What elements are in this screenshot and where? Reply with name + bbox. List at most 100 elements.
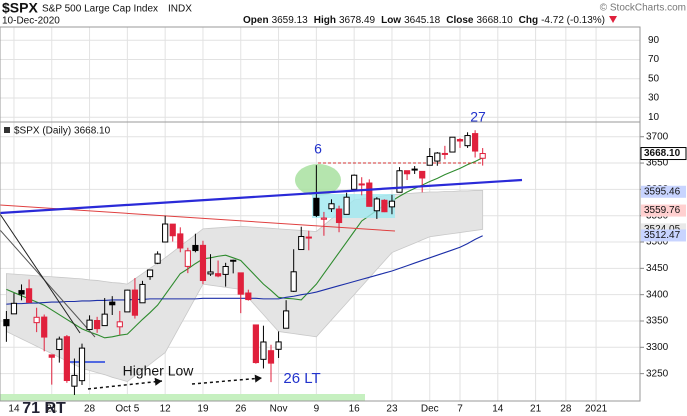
price-label-box [641, 185, 686, 198]
quote-label: Chg [519, 15, 538, 26]
arrow-head [254, 374, 262, 383]
candle-body [472, 133, 479, 152]
candle-body [396, 170, 403, 193]
annotation: 71 RT [22, 400, 66, 416]
index-name: S&P 500 Large Cap Index [42, 4, 158, 15]
y-tick-label: 3450 [646, 263, 669, 274]
candle-body [169, 223, 176, 237]
candle-body [283, 310, 290, 329]
moving-average [6, 157, 483, 339]
price-label: 3595.46 [644, 186, 681, 197]
candle-body [388, 200, 396, 208]
price-label-box [641, 204, 686, 217]
candle-body [222, 266, 229, 275]
candle-body [207, 271, 214, 275]
y-tick-label: 3500 [646, 237, 669, 248]
candle-body [56, 338, 63, 351]
candle-body [426, 156, 433, 166]
price-frame [0, 121, 641, 402]
indicator-frame [0, 26, 641, 123]
x-tick-label: Oct 5 [115, 404, 139, 415]
trend-line [0, 229, 96, 338]
price-label: 3559.76 [644, 205, 681, 216]
candle-body [192, 244, 199, 252]
support-zone [0, 394, 365, 401]
y-tick-label: 3650 [646, 158, 669, 169]
x-tick-label: 16 [349, 404, 361, 415]
candle-body [33, 316, 40, 324]
candle-body [245, 292, 252, 301]
x-tick-label: 21 [530, 404, 542, 415]
x-tick-label: 14 [492, 404, 504, 415]
x-tick-label: 21 [46, 404, 58, 415]
candle-body [230, 259, 237, 262]
candle-body [305, 236, 312, 239]
candle-body [464, 135, 471, 147]
quote-label: Close [446, 15, 474, 26]
bollinger-band [6, 190, 484, 382]
candle-body [94, 320, 101, 330]
watermark: © StockCharts.com [600, 3, 686, 14]
quote-label: Low [381, 15, 401, 26]
annotation: 26 LT [283, 370, 320, 387]
indicator-panel [0, 27, 640, 122]
y-tick-label: 70 [648, 54, 660, 65]
plot-layer [0, 130, 523, 401]
moving-average [6, 235, 483, 305]
candle-body [10, 302, 18, 315]
highlight-box [312, 194, 395, 218]
candle-body [86, 319, 93, 330]
panel-label: $SPX (Daily) 3668.10 [14, 126, 111, 137]
quote-value: 3668.10 [476, 15, 513, 26]
quote-label: High [314, 15, 336, 26]
price-label-box [640, 147, 687, 161]
candle-body [343, 196, 350, 215]
candle-body [358, 183, 365, 186]
trend-line [0, 213, 81, 334]
candle-body [381, 199, 388, 213]
annotation: 6 [314, 141, 322, 157]
y-tick-label: 3400 [646, 289, 669, 300]
symbol: $SPX [2, 0, 38, 16]
candle-body [214, 273, 222, 277]
candle-body [411, 168, 418, 171]
x-tick-label: Dec [421, 404, 439, 415]
y-tick-label: 3700 [646, 131, 669, 142]
candle-body [320, 217, 328, 220]
change-arrow [609, 16, 618, 23]
candle-body [419, 170, 426, 179]
y-tick-label: 50 [648, 73, 660, 84]
highlight [295, 164, 341, 196]
x-tick-label: 19 [197, 404, 209, 415]
quote-value: 3645.18 [404, 15, 441, 26]
candle-body [441, 152, 448, 155]
x-tick-label: Nov [270, 404, 288, 415]
price-panel: 6 27 Higher Low 26 LT 71 RT $SPX (Daily) 3668… [0, 109, 640, 416]
y-tick-label: 3250 [646, 368, 669, 379]
y-tick-label: 10 [648, 112, 660, 123]
candle-body [366, 182, 373, 207]
arrow [87, 380, 163, 390]
candle-body [18, 290, 25, 295]
axis: 14 21 28 Oct 5 12 19 26 Nov 9 16 23 Dec 7 14 21 28 2021 1… [8, 35, 687, 415]
quote-value: 3659.13 [272, 15, 309, 26]
candle-body [25, 288, 33, 303]
candle-body [449, 136, 456, 153]
y-tick-label: 30 [648, 93, 660, 104]
quote-value: 3678.49 [339, 15, 376, 26]
price-label: 3512.47 [644, 230, 681, 241]
candle-body [328, 203, 335, 210]
candle-body [260, 341, 267, 360]
candle-body [434, 152, 441, 162]
arrow-head [154, 377, 162, 386]
x-tick-label: 9 [314, 404, 320, 415]
candle-body [63, 336, 70, 382]
candle-body [124, 289, 131, 313]
candle-body [184, 250, 191, 267]
x-tick-label: 2021 [585, 404, 608, 415]
candle-body [373, 198, 380, 212]
price-label-box [641, 229, 686, 242]
candle-body [109, 301, 116, 306]
candle-body [116, 321, 123, 328]
